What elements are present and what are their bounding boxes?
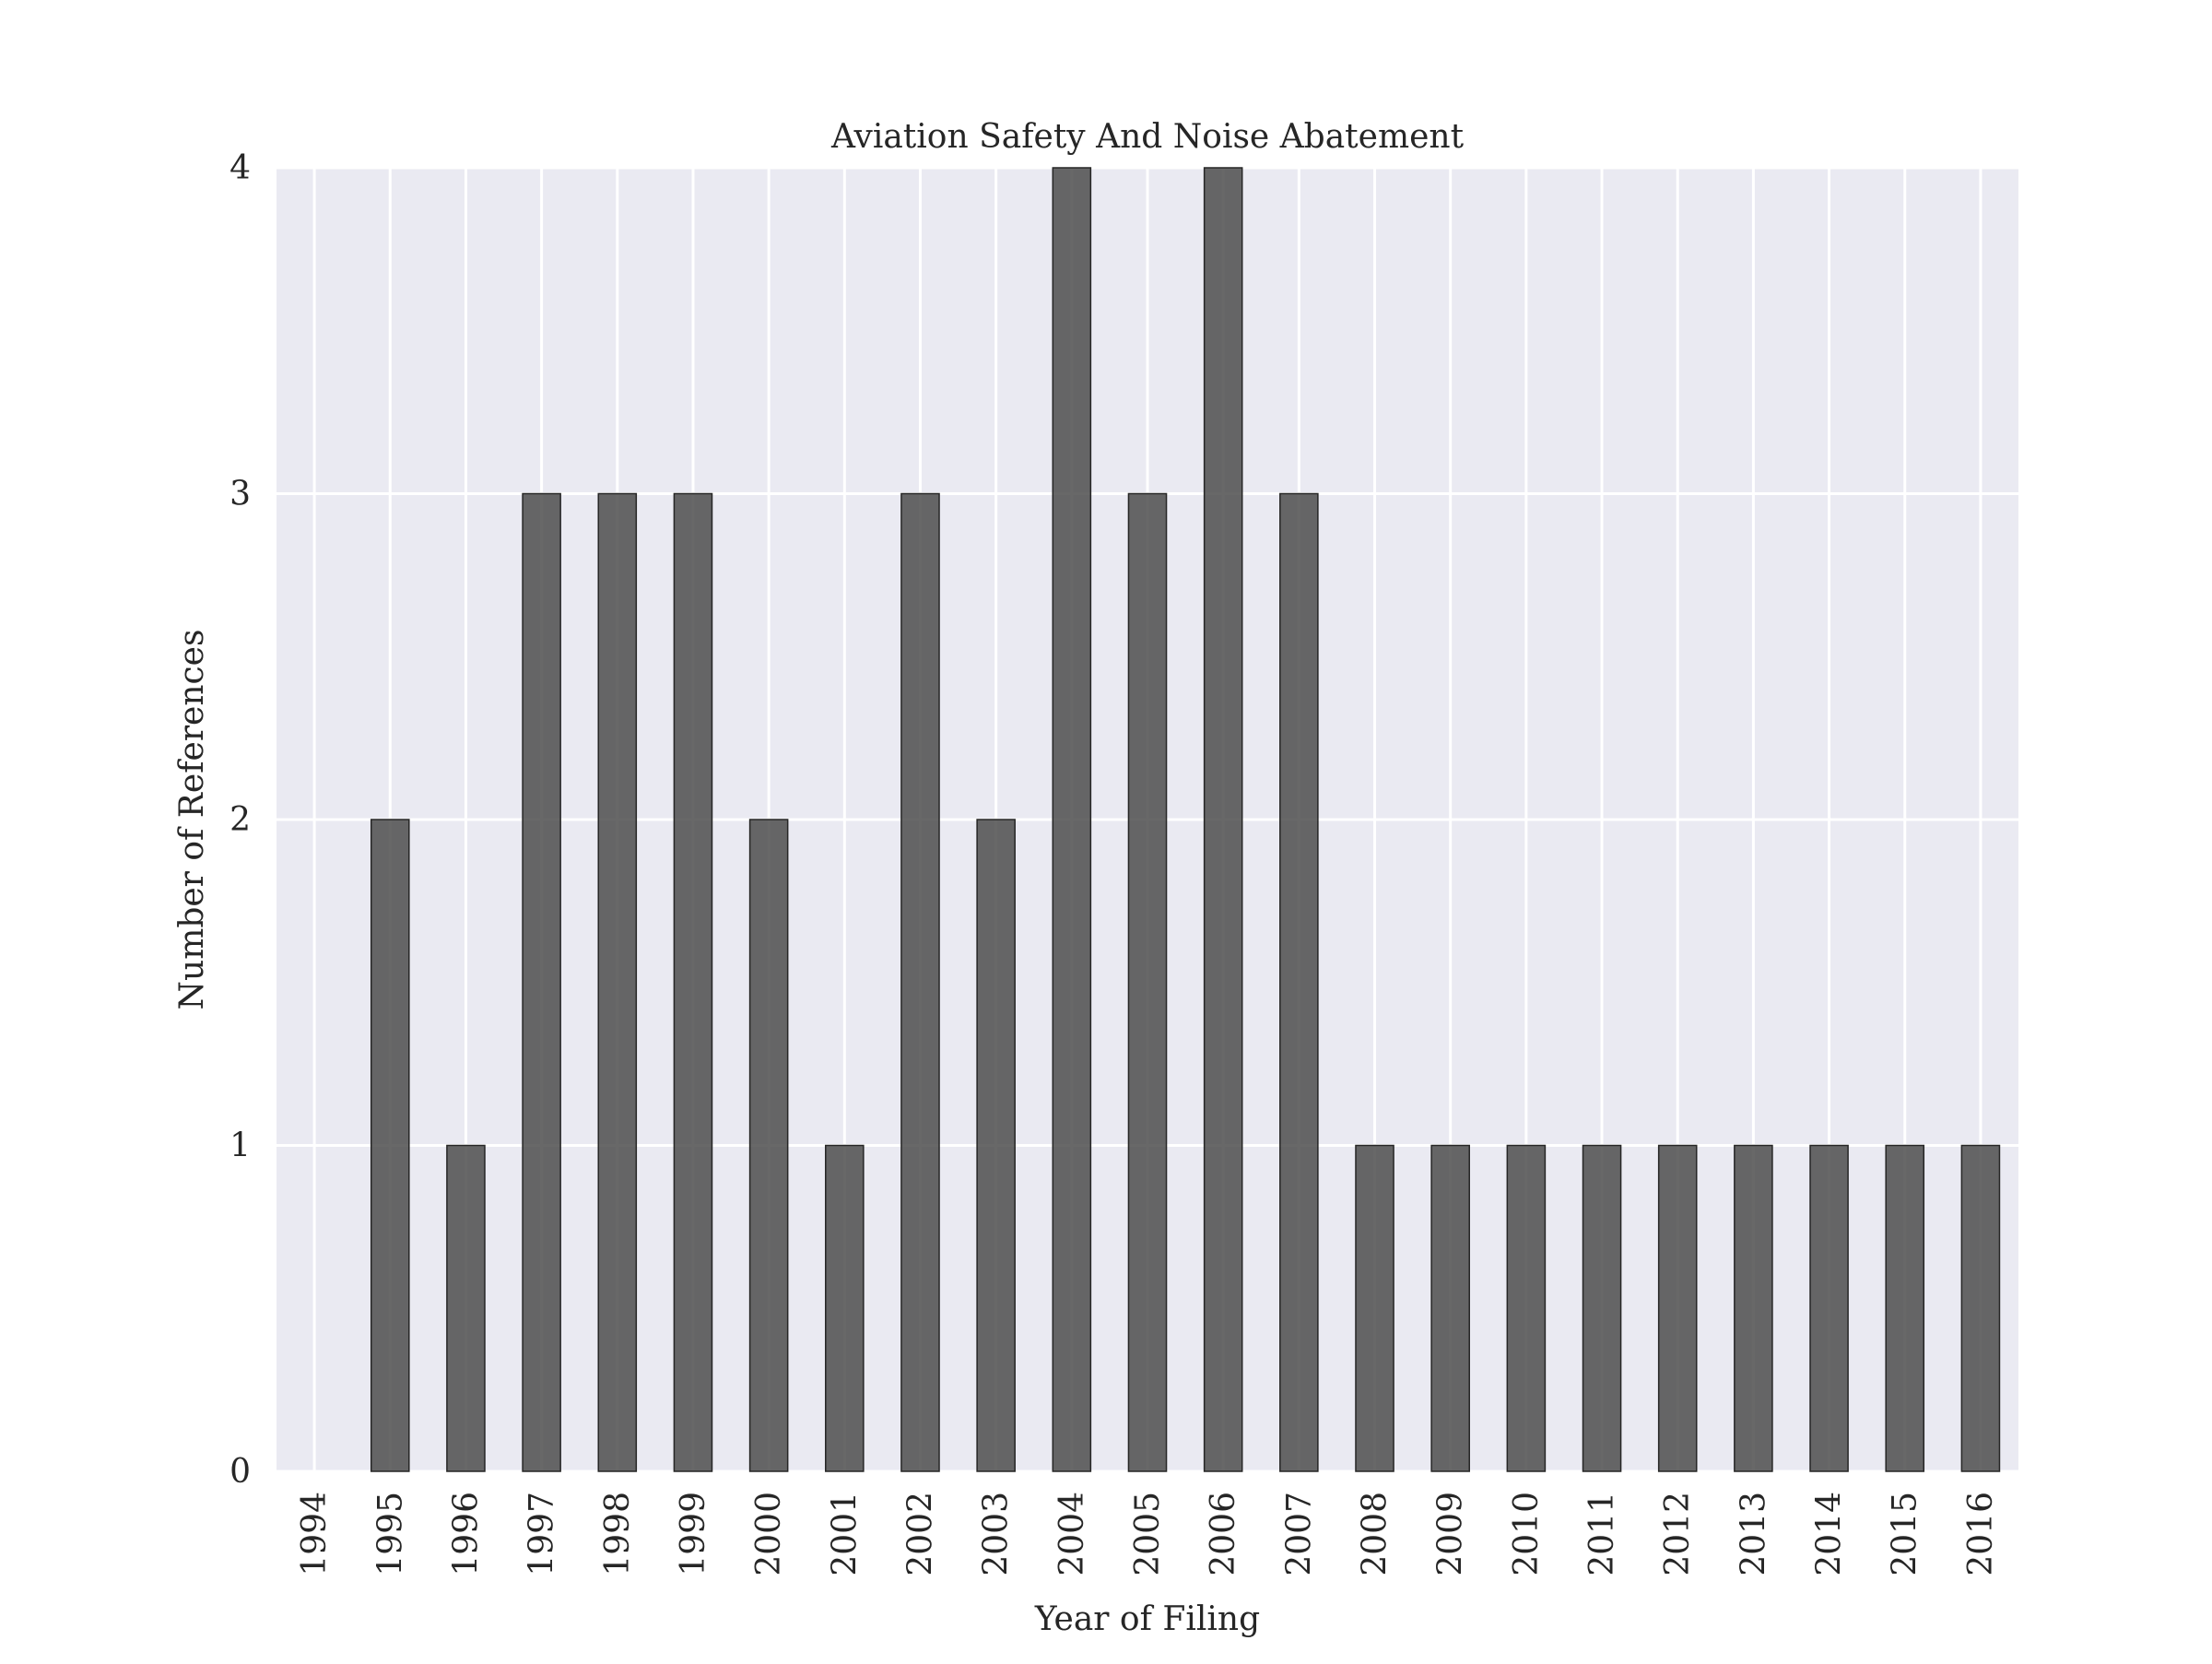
x-tick-label: 2007 xyxy=(1280,1492,1318,1576)
bar-2016 xyxy=(1960,1144,2001,1472)
y-tick-labels: 0 1 2 3 4 xyxy=(229,149,251,1491)
bar-1999 xyxy=(673,492,713,1472)
bar-2009 xyxy=(1430,1144,1470,1472)
y-axis-label: Number of References xyxy=(173,630,211,1010)
y-tick-label: 1 xyxy=(229,1127,251,1165)
bar-2011 xyxy=(1582,1144,1622,1472)
bar-2015 xyxy=(1885,1144,1925,1472)
bars xyxy=(370,167,2001,1472)
x-tick-label: 2004 xyxy=(1053,1492,1091,1576)
bar-1997 xyxy=(522,492,561,1472)
bar-2001 xyxy=(825,1144,865,1472)
x-tick-label: 2011 xyxy=(1583,1492,1621,1576)
y-tick-label: 3 xyxy=(229,476,251,513)
bar-2000 xyxy=(748,819,789,1472)
bar-2002 xyxy=(900,492,940,1472)
x-tick-label: 2009 xyxy=(1432,1492,1470,1576)
bar-1996 xyxy=(446,1144,486,1472)
x-tick-label: 2003 xyxy=(978,1492,1016,1576)
chart-title: Aviation Safety And Noise Abatement xyxy=(830,118,1465,156)
x-tick-label: 2012 xyxy=(1659,1492,1697,1576)
x-tick-label: 2008 xyxy=(1357,1492,1394,1576)
x-tick-label: 2006 xyxy=(1205,1492,1242,1576)
y-tick-label: 2 xyxy=(229,801,251,839)
bar-2008 xyxy=(1355,1144,1394,1472)
x-tick-label: 2010 xyxy=(1508,1492,1546,1576)
bar-2006 xyxy=(1203,167,1243,1472)
x-axis-label: Year of Filing xyxy=(1034,1600,1260,1638)
bar-2005 xyxy=(1127,492,1168,1472)
bar-1995 xyxy=(370,819,410,1472)
x-tick-label: 1997 xyxy=(524,1492,561,1576)
x-tick-label: 2015 xyxy=(1887,1492,1924,1576)
x-tick-label: 2000 xyxy=(750,1492,788,1576)
x-tick-label: 2013 xyxy=(1735,1492,1772,1576)
x-tick-labels: 1994 1995 1996 1997 1998 1999 2000 2001 2002 2003… xyxy=(296,1492,2000,1576)
x-tick-label: 1998 xyxy=(599,1492,637,1576)
x-tick-label: 2014 xyxy=(1811,1492,1849,1576)
bar-2003 xyxy=(976,819,1016,1472)
bar-1998 xyxy=(597,492,638,1472)
bar-2012 xyxy=(1657,1144,1698,1472)
x-tick-label: 1995 xyxy=(371,1492,409,1576)
x-tick-label: 1999 xyxy=(675,1492,712,1576)
y-tick-label: 0 xyxy=(229,1453,251,1491)
y-tick-label: 4 xyxy=(229,149,251,187)
bar-2010 xyxy=(1506,1144,1547,1472)
bar-2014 xyxy=(1809,1144,1849,1472)
x-tick-label: 2001 xyxy=(826,1492,864,1576)
x-tick-label: 1994 xyxy=(296,1492,334,1576)
bar-2013 xyxy=(1734,1144,1773,1472)
x-tick-label: 2005 xyxy=(1129,1492,1167,1576)
x-tick-label: 2016 xyxy=(1962,1492,2000,1576)
bar-2004 xyxy=(1052,167,1092,1472)
x-tick-label: 1996 xyxy=(447,1492,485,1576)
bar-2007 xyxy=(1279,492,1319,1472)
x-tick-label: 2002 xyxy=(901,1492,939,1576)
